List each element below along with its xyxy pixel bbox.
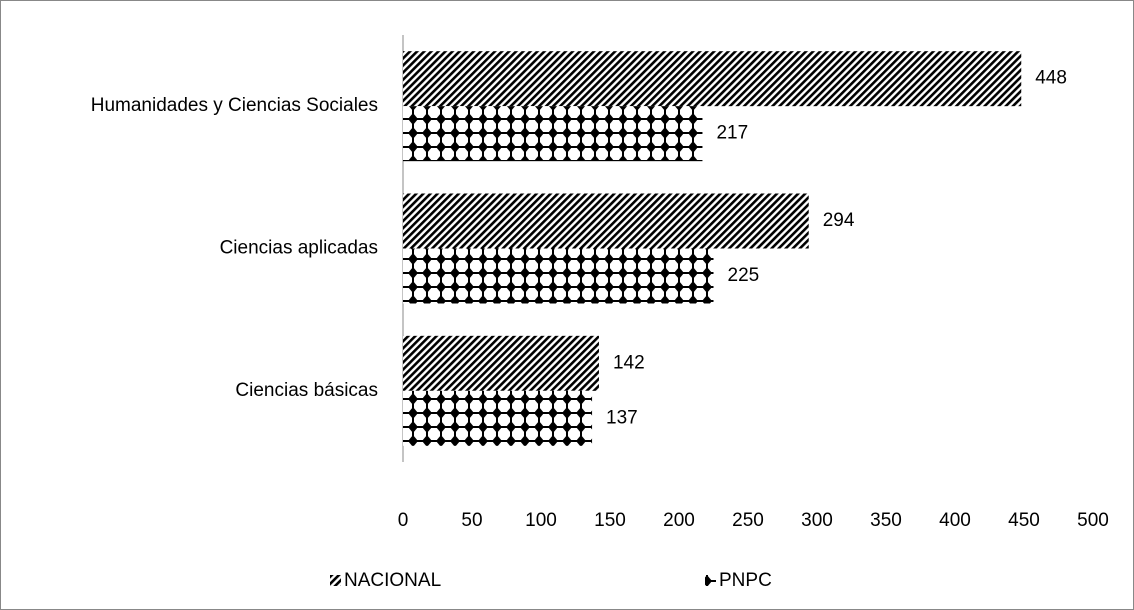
y-tick-label: Ciencias básicas — [235, 380, 378, 401]
x-tick-label: 50 — [461, 510, 482, 531]
x-tick-label: 200 — [663, 510, 695, 531]
value-label: 225 — [728, 265, 760, 286]
bar — [403, 51, 1022, 107]
bar — [403, 248, 714, 304]
x-tick-label: 350 — [870, 510, 902, 531]
bar — [403, 193, 809, 249]
x-tick-label: 450 — [1008, 510, 1040, 531]
legend-label: NACIONAL — [344, 570, 441, 591]
value-label: 137 — [606, 407, 638, 428]
x-tick-label: 500 — [1077, 510, 1109, 531]
y-tick-label: Humanidades y Ciencias Sociales — [91, 95, 378, 116]
legend-swatch — [330, 575, 341, 586]
legend-label: PNPC — [719, 570, 772, 591]
x-tick-label: 250 — [732, 510, 764, 531]
legend-swatch — [705, 575, 716, 586]
bar — [403, 106, 703, 162]
x-tick-label: 400 — [939, 510, 971, 531]
value-label: 217 — [716, 123, 748, 144]
bar — [403, 335, 599, 391]
value-label: 294 — [823, 210, 855, 231]
value-label: 142 — [613, 352, 645, 373]
x-tick-label: 300 — [801, 510, 833, 531]
x-tick-label: 0 — [398, 510, 409, 531]
x-tick-label: 100 — [525, 510, 557, 531]
y-tick-label: Ciencias aplicadas — [220, 238, 378, 259]
bar — [403, 390, 593, 446]
x-tick-label: 150 — [594, 510, 626, 531]
value-label: 448 — [1035, 68, 1067, 89]
